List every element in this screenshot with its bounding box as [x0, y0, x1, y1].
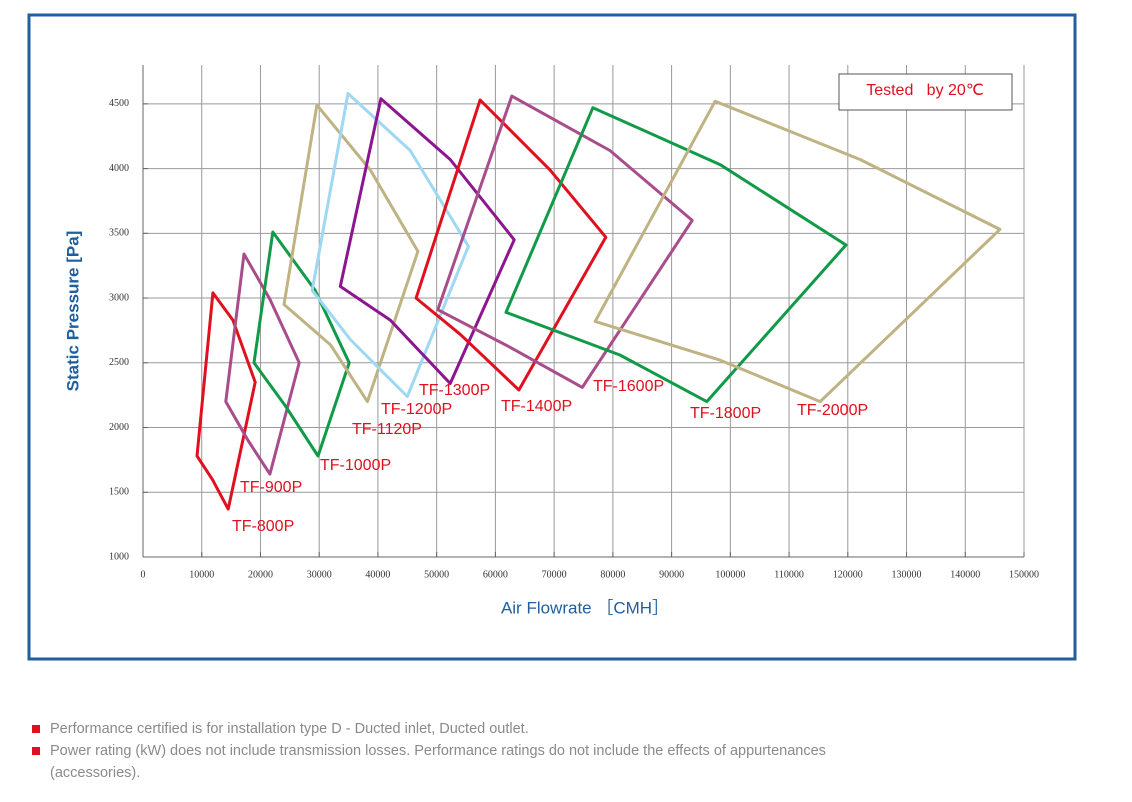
x-tick-label: 70000 — [542, 569, 567, 580]
y-tick-label: 4000 — [109, 163, 129, 174]
x-tick-label: 10000 — [189, 569, 214, 580]
x-tick-label: 40000 — [365, 569, 390, 580]
x-tick-label: 20000 — [248, 569, 273, 580]
note: Performance certified is for installatio… — [32, 718, 912, 740]
x-tick-label: 90000 — [659, 569, 684, 580]
y-tick-label: 3500 — [109, 228, 129, 239]
y-tick-label: 1500 — [109, 487, 129, 498]
x-tick-label: 60000 — [483, 569, 508, 580]
y-tick-label: 2500 — [109, 357, 129, 368]
series-label: TF-1120P — [352, 421, 422, 438]
series-label: TF-1600P — [593, 378, 664, 395]
x-tick-label: 80000 — [600, 569, 625, 580]
x-tick-label: 110000 — [774, 569, 804, 580]
x-tick-label: 30000 — [307, 569, 332, 580]
series-label: TF-1200P — [381, 401, 452, 418]
x-tick-label: 50000 — [424, 569, 449, 580]
region — [414, 98, 608, 392]
y-tick-label: 2000 — [109, 422, 129, 433]
series-label: TF-1000P — [320, 457, 391, 474]
region — [195, 291, 257, 511]
chart: 1000 1500 2000 2500 3000 3500 4000 4500 0 10000 20… — [27, 13, 1077, 661]
series-label: TF-800P — [232, 518, 294, 535]
x-axis-title: Air Flowrate ［CMH］ — [501, 598, 669, 617]
series-label: TF-1300P — [419, 382, 490, 399]
chart-frame — [27, 13, 1077, 661]
annotation-box — [838, 73, 1013, 111]
annotation: Tested by 20℃ — [866, 82, 984, 99]
x-tick-label: 150000 — [1009, 569, 1039, 580]
y-tick-label: 1000 — [109, 551, 129, 562]
y-tick-label: 3000 — [109, 292, 129, 303]
region — [504, 106, 848, 404]
region — [310, 92, 470, 398]
x-tick-label: 130000 — [892, 569, 922, 580]
series-label: TF-2000P — [797, 402, 868, 419]
region — [338, 97, 516, 385]
region — [252, 230, 351, 458]
y-axis-title: Static Pressure [Pa] — [63, 231, 82, 392]
x-tick-label: 120000 — [833, 569, 863, 580]
x-tick-label: 0 — [141, 569, 146, 580]
x-tick-label: 140000 — [950, 569, 980, 580]
region — [224, 252, 301, 476]
series-label: TF-900P — [240, 479, 302, 496]
series-label: TF-1400P — [501, 398, 572, 415]
series-label: TF-1800P — [690, 405, 761, 422]
region — [593, 99, 1002, 404]
note: Power rating (kW) does not include trans… — [32, 740, 912, 784]
x-tick-label: 100000 — [715, 569, 745, 580]
notes: Performance certified is for installatio… — [32, 718, 912, 784]
y-tick-label: 4500 — [109, 98, 129, 109]
region — [282, 103, 420, 404]
region — [436, 94, 694, 389]
